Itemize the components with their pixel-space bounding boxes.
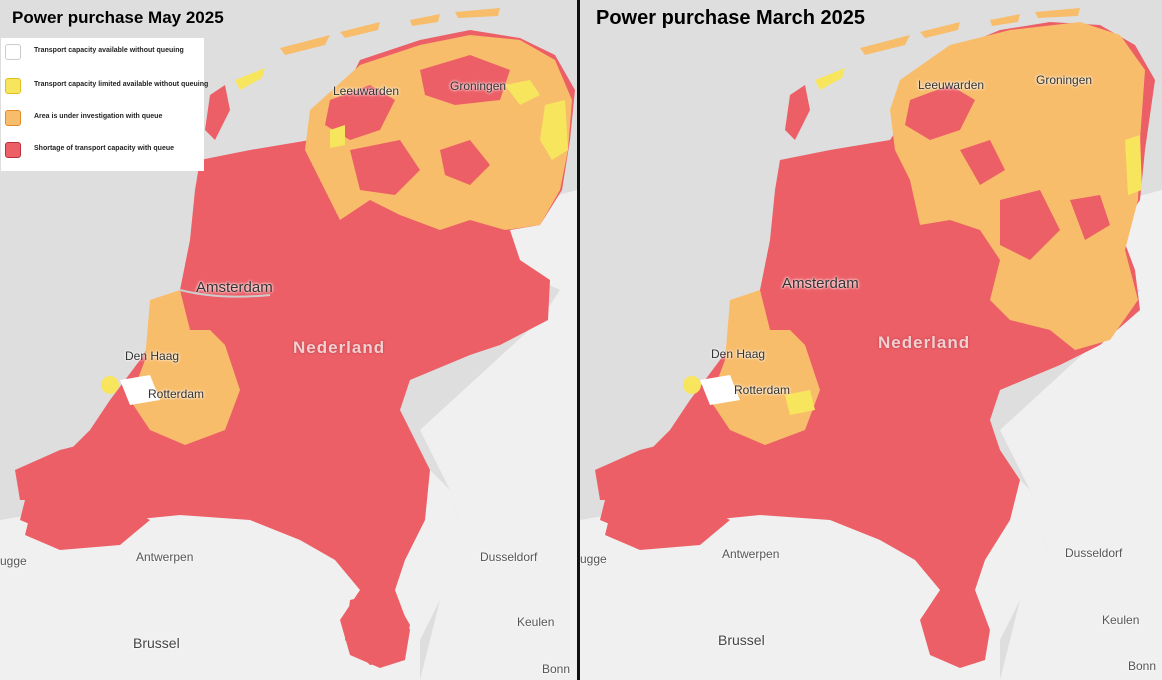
place-label-amsterdam: Amsterdam [196,279,273,296]
place-label-dusseldorf: Dusseldorf [480,550,538,564]
land-germany [420,190,577,680]
land-germany-r [1000,190,1162,680]
place-label-brussel-r: Brussel [718,632,765,648]
map-march [580,8,1162,680]
place-label-groningen: Groningen [450,79,507,93]
legend-label-investigation: Area is under investigation with queue [34,113,163,120]
legend-swatch-limited [5,78,21,94]
place-label-nederland-r: Nederland [878,333,971,352]
legend-label-shortage: Shortage of transport capacity with queu… [34,145,175,152]
legend-item-shortage: Shortage of transport capacity with queu… [1,136,204,166]
map-panel-march: Power purchase March 2025 Groningen Leeu… [580,0,1162,680]
place-label-den-haag-r: Den Haag [711,347,766,361]
place-label-bonn-r: Bonn [1128,659,1157,673]
region-zeeland [15,440,150,500]
legend-label-limited: Transport capacity limited available wit… [34,81,209,88]
place-label-bonn: Bonn [542,662,571,676]
place-label-dusseldorf-r: Dusseldorf [1065,546,1123,560]
place-label-den-haag: Den Haag [125,349,180,363]
legend: Transport capacity available without que… [1,38,208,171]
place-label-brussel: Brussel [133,635,180,651]
place-label-brugge-r: ugge [580,552,607,566]
region-investigation-randstad [130,290,240,445]
legend-item-limited: Transport capacity limited available wit… [1,72,208,102]
place-label-leeuwarden-r: Leeuwarden [918,78,985,92]
map-title-march: Power purchase March 2025 [596,7,866,29]
map-panel-may: Power purchase May 2025 Transport capaci… [0,0,577,680]
place-label-amsterdam-r: Amsterdam [782,275,859,292]
place-label-leeuwarden: Leeuwarden [333,84,400,98]
legend-label-available: Transport capacity available without que… [34,47,184,54]
map-may [0,8,577,680]
place-label-keulen: Keulen [517,615,555,629]
legend-swatch-shortage [5,142,21,158]
legend-item-investigation: Area is under investigation with queue [1,104,204,134]
panel-divider [577,0,580,680]
place-label-groningen-r: Groningen [1036,73,1093,87]
place-label-nederland: Nederland [293,338,386,357]
legend-item-available: Transport capacity available without que… [1,38,204,68]
place-label-brugge: ugge [0,554,27,568]
map-title-may: Power purchase May 2025 [12,8,224,27]
place-label-rotterdam: Rotterdam [148,387,205,401]
legend-swatch-investigation [5,110,21,126]
place-label-keulen-r: Keulen [1102,613,1140,627]
place-label-antwerpen: Antwerpen [136,550,194,564]
place-label-antwerpen-r: Antwerpen [722,547,780,561]
legend-swatch-available [5,44,21,60]
place-label-rotterdam-r: Rotterdam [734,383,791,397]
